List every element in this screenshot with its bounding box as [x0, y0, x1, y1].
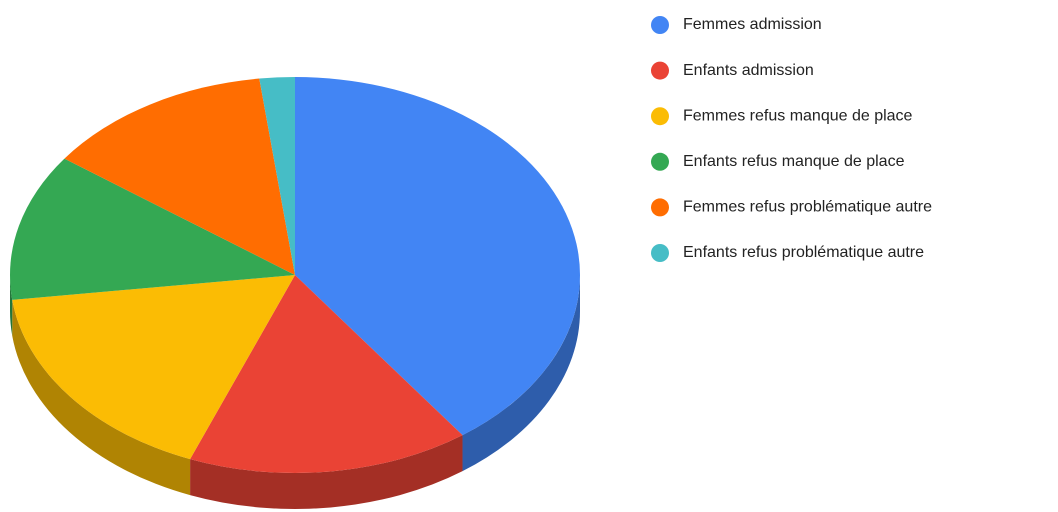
legend-label: Femmes refus manque de place: [683, 107, 913, 124]
pie-slice: [259, 77, 295, 275]
pie-slice: [190, 275, 463, 474]
pie-side: [190, 435, 463, 509]
legend-swatch: [651, 107, 669, 126]
legend-label: Enfants refus manque de place: [683, 153, 905, 170]
legend-swatch: [651, 61, 669, 80]
legend-swatch: [651, 198, 669, 217]
pie-slice: [12, 275, 295, 460]
pie-side: [12, 299, 191, 496]
legend-label: Femmes admission: [683, 16, 822, 33]
legend-swatch: [651, 16, 669, 34]
legend-label: Enfants admission: [683, 62, 814, 79]
pie-slice: [295, 77, 580, 436]
legend-swatch: [651, 152, 669, 171]
pie-slice: [64, 78, 296, 276]
pie-side: [462, 275, 580, 472]
pie-side: [10, 275, 13, 336]
pie-slice: [9, 158, 295, 300]
legend-label: Femmes refus problématique autre: [683, 199, 932, 216]
legend-label: Enfants refus problématique autre: [683, 244, 924, 261]
legend-swatch: [651, 244, 669, 262]
